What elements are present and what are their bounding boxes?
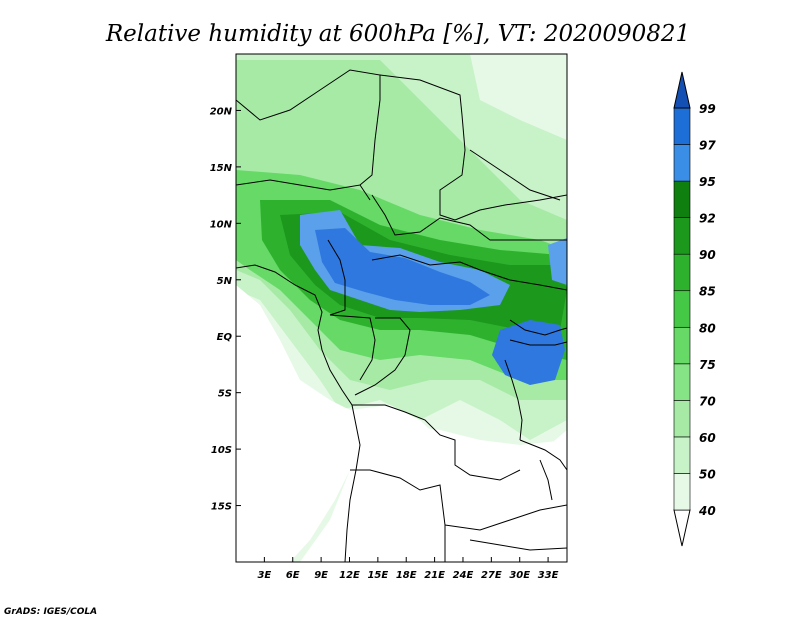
colorbar-label: 40 (698, 504, 716, 518)
x-tick-label: 24E (453, 570, 474, 581)
x-axis-ticks: 3E 6E 9E 12E 15E 18E 21E 24E 27E 30E 33E (257, 557, 559, 581)
y-tick-label: 10S (211, 445, 232, 456)
border-nigeria (236, 179, 371, 201)
colorbar-segment (673, 400, 691, 438)
border-north-1 (236, 69, 381, 186)
colorbar-label: 50 (699, 467, 716, 481)
y-tick-label: EQ (217, 332, 233, 343)
border-gabon (329, 314, 376, 381)
x-tick-label: 12E (339, 570, 360, 581)
x-tick-label: 3E (257, 570, 271, 581)
border-car-drc (371, 254, 567, 291)
colorbar-segment (673, 107, 691, 145)
country-borders (236, 69, 567, 562)
colorbar-label: 80 (699, 321, 716, 335)
x-tick-label: 30E (509, 570, 530, 581)
border-cameroon (327, 239, 346, 316)
y-tick-label: 5S (218, 389, 232, 400)
border-south (469, 539, 567, 551)
rh-dry-south (340, 420, 567, 562)
colorbar-label: 92 (699, 212, 716, 226)
colorbar: 40 50 60 70 75 80 85 90 92 95 97 99 (673, 71, 716, 547)
colorbar-label: 60 (699, 431, 716, 445)
x-tick-label: 27E (481, 570, 502, 581)
x-tick-label: 6E (286, 570, 300, 581)
map-panel: 3E 6E 9E 12E 15E 18E 21E 24E 27E 30E 33E 20N 15N 10N… (210, 53, 568, 581)
border-east-1 (509, 319, 567, 336)
border-northeast (469, 149, 561, 201)
colorbar-segment (673, 326, 691, 365)
border-congo (354, 317, 411, 396)
colorbar-bottom-triangle (673, 509, 691, 547)
x-tick-label: 9E (314, 570, 328, 581)
colorbar-label: 99 (699, 102, 716, 116)
colorbar-segment (673, 144, 691, 182)
border-zambia (444, 504, 567, 531)
colorbar-segment (673, 253, 691, 292)
colorbar-label: 97 (699, 139, 716, 153)
border-drc-angola (352, 404, 521, 481)
rh-field-99 (315, 228, 490, 305)
y-tick-label: 10N (210, 219, 233, 230)
colorbar-label: 70 (699, 394, 716, 408)
colorbar-label: 90 (699, 248, 716, 262)
y-tick-label: 15N (210, 163, 233, 174)
chart-title: Relative humidity at 600hPa [%], VT: 202… (105, 21, 690, 47)
colorbar-segment (673, 217, 691, 255)
border-mozambique (519, 439, 567, 471)
humidity-field (236, 54, 567, 562)
colorbar-segment (673, 436, 691, 474)
colorbar-segment (673, 290, 691, 328)
rh-blue-east-edge (548, 238, 567, 285)
credit-label: GrADS: IGES/COLA (4, 607, 97, 617)
colorbar-top-triangle (673, 71, 691, 109)
border-sudan (454, 194, 567, 221)
x-tick-label: 18E (396, 570, 417, 581)
colorbar-label: 85 (699, 285, 716, 299)
y-tick-label: 5N (217, 276, 233, 287)
lake-malawi (539, 459, 553, 501)
y-tick-label: 15S (211, 502, 232, 513)
x-tick-label: 21E (424, 570, 445, 581)
coastline (236, 264, 361, 562)
border-east-2 (509, 339, 567, 346)
colorbar-label: 95 (699, 175, 716, 189)
colorbar-label: 75 (699, 358, 716, 372)
x-tick-label: 33E (538, 570, 559, 581)
y-tick-label: 20N (210, 106, 233, 117)
y-axis-ticks: 20N 15N 10N 5N EQ 5S 10S 15S (210, 106, 241, 513)
colorbar-segment (673, 473, 691, 511)
colorbar-segment (673, 180, 691, 218)
map-frame (235, 53, 568, 563)
rh-blue-east (492, 320, 565, 385)
border-north-2 (379, 74, 466, 221)
colorbar-segment (673, 363, 691, 401)
lake-tanganyika (504, 359, 523, 441)
border-chad-car (371, 194, 567, 241)
x-tick-label: 15E (367, 570, 388, 581)
